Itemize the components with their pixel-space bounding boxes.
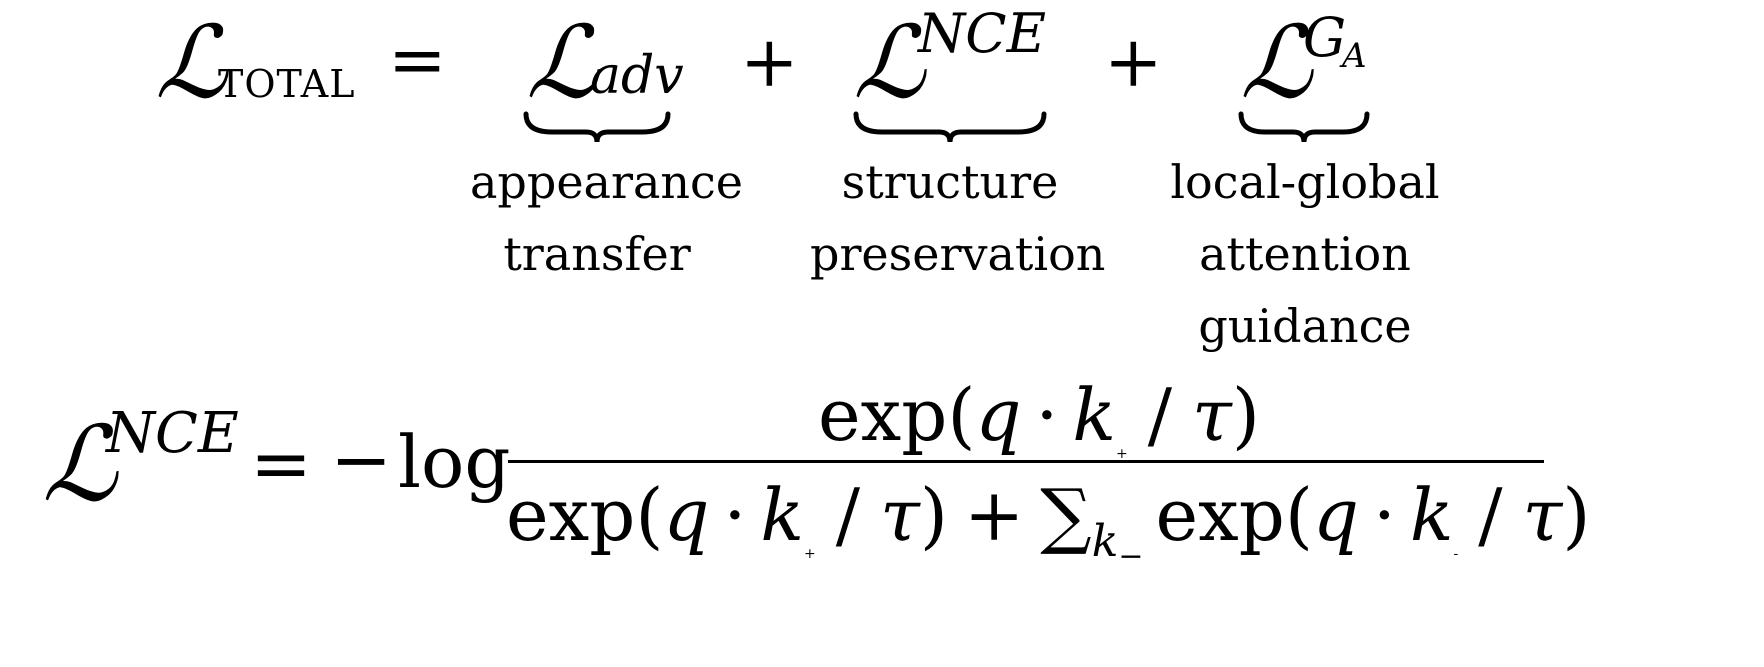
attention-loss-superscript-main: G xyxy=(1303,6,1347,69)
summation-subscript-k: k xyxy=(1091,516,1119,567)
close-paren: ) xyxy=(919,473,948,557)
total-loss-subscript: TOTAL xyxy=(218,62,356,106)
dot-operator: · xyxy=(723,473,747,557)
underbrace-structure xyxy=(853,111,1047,143)
adversarial-loss-symbol: ℒ xyxy=(526,4,599,121)
exp-function: exp xyxy=(1155,473,1285,557)
dot-operator: · xyxy=(1373,473,1396,557)
fraction-denominator: exp(q · k+ / τ) + ∑k− exp(q · k- / τ) xyxy=(506,470,1591,574)
label-line: transfer xyxy=(503,227,691,281)
plus-sign: + xyxy=(963,473,1025,557)
temperature-variable: τ xyxy=(1192,373,1232,457)
key-subscript: - xyxy=(1453,546,1459,562)
exp-function: exp xyxy=(818,373,948,457)
exp-function: exp xyxy=(506,473,636,557)
nce-loss-superscript: NCE xyxy=(918,2,1046,65)
division-slash: / xyxy=(1478,473,1503,557)
key-variable: k xyxy=(1409,473,1454,557)
label-line: local-global xyxy=(1170,155,1440,209)
total-loss-symbol: ℒ xyxy=(155,4,228,121)
equals-sign: = xyxy=(250,421,313,507)
key-subscript: + xyxy=(804,546,816,562)
fraction-numerator: exp(q · k+ / τ) xyxy=(818,370,1260,462)
underbrace-attention xyxy=(1238,111,1370,143)
equals-sign: = xyxy=(388,19,447,101)
label-line: structure xyxy=(841,155,1059,209)
key-subscript: + xyxy=(1116,446,1128,462)
division-slash: / xyxy=(1147,373,1173,457)
attention-loss-superscript-sub: A xyxy=(1342,36,1367,76)
key-variable: k xyxy=(760,473,805,557)
query-variable: q xyxy=(1312,473,1360,557)
key-variable: k xyxy=(1072,373,1117,457)
nce-loss-symbol: ℒ xyxy=(853,4,926,121)
label-line: preservation xyxy=(810,227,1106,281)
division-slash: / xyxy=(835,473,861,557)
open-paren: ( xyxy=(947,373,976,457)
temperature-variable: τ xyxy=(1522,473,1563,557)
term-label-appearance: appearance transfer xyxy=(470,146,743,290)
query-variable: q xyxy=(663,473,710,557)
attention-loss-symbol: ℒ xyxy=(1240,4,1313,121)
query-variable: q xyxy=(975,373,1022,457)
minus-sign: − xyxy=(330,417,393,503)
fraction-bar xyxy=(508,460,1544,463)
term-label-structure: structure preservation xyxy=(810,146,1106,290)
open-paren: ( xyxy=(635,473,664,557)
summation-symbol: ∑ xyxy=(1040,473,1092,557)
temperature-variable: τ xyxy=(880,473,920,557)
summation-subscript-minus: − xyxy=(1118,539,1144,574)
close-paren: ) xyxy=(1231,373,1260,457)
label-line: appearance xyxy=(470,155,743,209)
adversarial-loss-subscript: adv xyxy=(590,46,684,106)
plus-sign: + xyxy=(740,21,799,103)
dot-operator: · xyxy=(1035,373,1059,457)
term-label-attention: local-global attention guidance xyxy=(1160,146,1450,362)
nce-lhs-superscript: NCE xyxy=(106,401,239,466)
log-operator: log xyxy=(398,420,511,504)
nce-lhs-symbol: ℒ xyxy=(42,403,117,525)
label-line: attention xyxy=(1199,227,1411,281)
close-paren: ) xyxy=(1562,473,1591,557)
plus-sign: + xyxy=(1104,21,1163,103)
open-paren: ( xyxy=(1284,473,1313,557)
label-line: guidance xyxy=(1198,299,1412,353)
underbrace-appearance xyxy=(523,111,671,143)
